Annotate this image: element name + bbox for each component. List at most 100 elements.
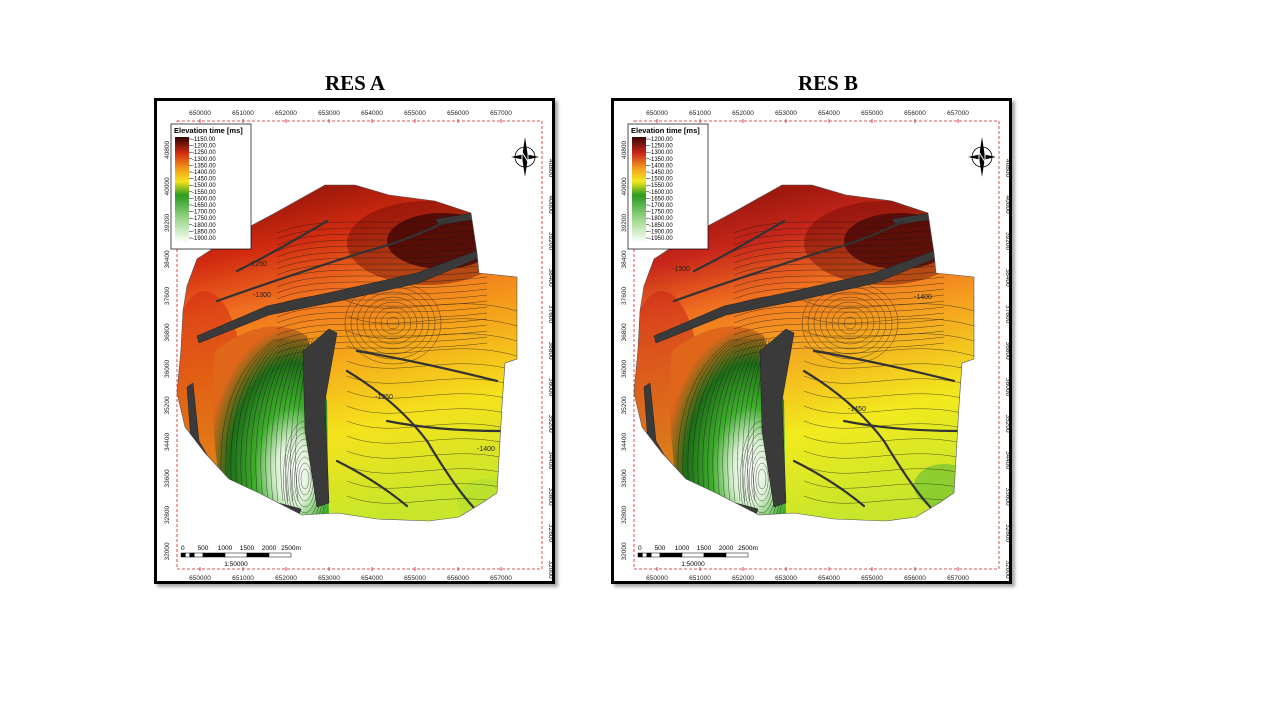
field-outline: [633, 184, 975, 522]
map-res-b: 650000 650000 651000 651000 652000 652000 6530…: [621, 110, 1009, 581]
legend-value: -1700.00: [192, 210, 216, 216]
y-tick-right: 37600: [1004, 305, 1009, 323]
contour-label: -1300: [253, 292, 271, 299]
x-tick-bottom: 653000: [775, 575, 797, 581]
scale-label: 0: [638, 545, 642, 552]
scale-bar: 0 500 1000 1500 2000 2500m 1:50000: [180, 545, 301, 568]
legend-value: -1550.00: [649, 183, 673, 189]
x-tick-top: 650000: [189, 110, 211, 117]
contour-label: -1350: [375, 394, 393, 401]
legend: Elevation time [ms] -1150.00-1200.00-1250…: [170, 123, 252, 250]
y-tick-right: 32000: [547, 561, 552, 579]
legend-value: -1350.00: [649, 157, 673, 163]
x-tick-top: 656000: [447, 110, 469, 117]
legend-value: -1300.00: [192, 157, 216, 163]
y-tick-right: 34400: [1004, 451, 1009, 469]
y-tick-left: 40000: [164, 177, 171, 195]
x-tick-bottom: 653000: [318, 575, 340, 581]
x-tick-bottom: 652000: [275, 575, 297, 581]
legend-value: -1450.00: [192, 177, 216, 183]
scale-bar: 0 500 1000 1500 2000 2500m 1:50000: [637, 545, 758, 568]
y-tick-left: 36800: [621, 323, 628, 341]
legend-title: Elevation time [ms]: [174, 126, 243, 135]
legend-colorbar: [175, 137, 189, 243]
contour-label: -1400: [477, 446, 495, 453]
legend-value: -1600.00: [649, 190, 673, 196]
panel-title-res-a: RES A: [324, 71, 386, 95]
y-tick-left: 36800: [164, 323, 171, 341]
scale-label: 2000: [262, 545, 277, 552]
map-boundary: [633, 120, 1000, 570]
y-tick-right: 33600: [1004, 488, 1009, 506]
contour-label: -1250: [249, 261, 267, 268]
x-tick-bottom: 651000: [689, 575, 711, 581]
x-tick-top: 655000: [404, 110, 426, 117]
x-tick-top: 652000: [275, 110, 297, 117]
y-tick-left: 33600: [621, 469, 628, 487]
legend-value: -1650.00: [649, 196, 673, 202]
x-tick-bottom: 656000: [447, 575, 469, 581]
y-tick-right: 34400: [547, 451, 552, 469]
north-arrow-icon: [511, 137, 539, 177]
x-tick-bottom: 652000: [732, 575, 754, 581]
scale-label: 1500: [240, 545, 255, 552]
x-tick-top: 650000: [646, 110, 668, 117]
fault-lines: [215, 219, 504, 513]
legend-value: -1900.00: [192, 236, 216, 242]
y-tick-right: 36000: [547, 378, 552, 396]
x-tick-bottom: 654000: [361, 575, 383, 581]
x-tick-bottom: 650000: [646, 575, 668, 581]
x-tick-top: 651000: [689, 110, 711, 117]
y-tick-right: 40000: [547, 196, 552, 214]
x-tick-bottom: 657000: [490, 575, 512, 581]
x-tick-top: 657000: [947, 110, 969, 117]
x-tick-top: 656000: [904, 110, 926, 117]
y-tick-left: 39200: [164, 214, 171, 232]
x-tick-top: 655000: [861, 110, 883, 117]
x-tick-top: 653000: [775, 110, 797, 117]
y-tick-right: 38400: [547, 269, 552, 287]
legend-value: -1450.00: [649, 170, 673, 176]
scale-label: 500: [655, 545, 666, 552]
fault-lines: [672, 219, 961, 513]
y-tick-right: 35200: [1004, 415, 1009, 433]
x-tick-top: 652000: [732, 110, 754, 117]
contour-label: -1300: [672, 266, 690, 273]
scale-label: 500: [198, 545, 209, 552]
legend-value: -1250.00: [192, 150, 216, 156]
field-outline: [176, 184, 518, 522]
legend-value: -1500.00: [192, 183, 216, 189]
y-tick-right: 39200: [547, 232, 552, 250]
y-tick-right: 32000: [1004, 561, 1009, 579]
y-tick-left: 32000: [621, 542, 628, 560]
x-tick-top: 651000: [232, 110, 254, 117]
scale-label: 1500: [697, 545, 712, 552]
legend-value: -1700.00: [649, 203, 673, 209]
scale-ratio: 1:50000: [224, 561, 248, 568]
scale-label: 2500m: [281, 545, 301, 552]
y-tick-left: 33600: [164, 469, 171, 487]
y-tick-right: 40800: [547, 159, 552, 177]
y-tick-right: 35200: [547, 415, 552, 433]
legend-value: -1600.00: [192, 196, 216, 202]
x-tick-bottom: 655000: [861, 575, 883, 581]
y-tick-right: 36800: [1004, 342, 1009, 360]
y-tick-right: 39200: [1004, 232, 1009, 250]
contour-lines: [677, 216, 974, 521]
legend-value: -1350.00: [192, 163, 216, 169]
y-tick-left: 32000: [164, 542, 171, 560]
y-tick-right: 32800: [547, 524, 552, 542]
x-tick-bottom: 657000: [947, 575, 969, 581]
y-tick-left: 38400: [164, 250, 171, 268]
y-tick-right: 36000: [1004, 378, 1009, 396]
legend-value: -1250.00: [649, 144, 673, 150]
x-tick-top: 653000: [318, 110, 340, 117]
y-tick-left: 32800: [164, 506, 171, 524]
y-tick-left: 35200: [621, 396, 628, 414]
scale-ratio: 1:50000: [681, 561, 705, 568]
map-res-a: 650000 650000 651000 651000 652000 652000 6530…: [164, 110, 552, 581]
scale-label: 0: [181, 545, 185, 552]
legend-value: -1200.00: [192, 144, 216, 150]
x-tick-top: 654000: [818, 110, 840, 117]
north-arrow-icon: [968, 137, 996, 177]
